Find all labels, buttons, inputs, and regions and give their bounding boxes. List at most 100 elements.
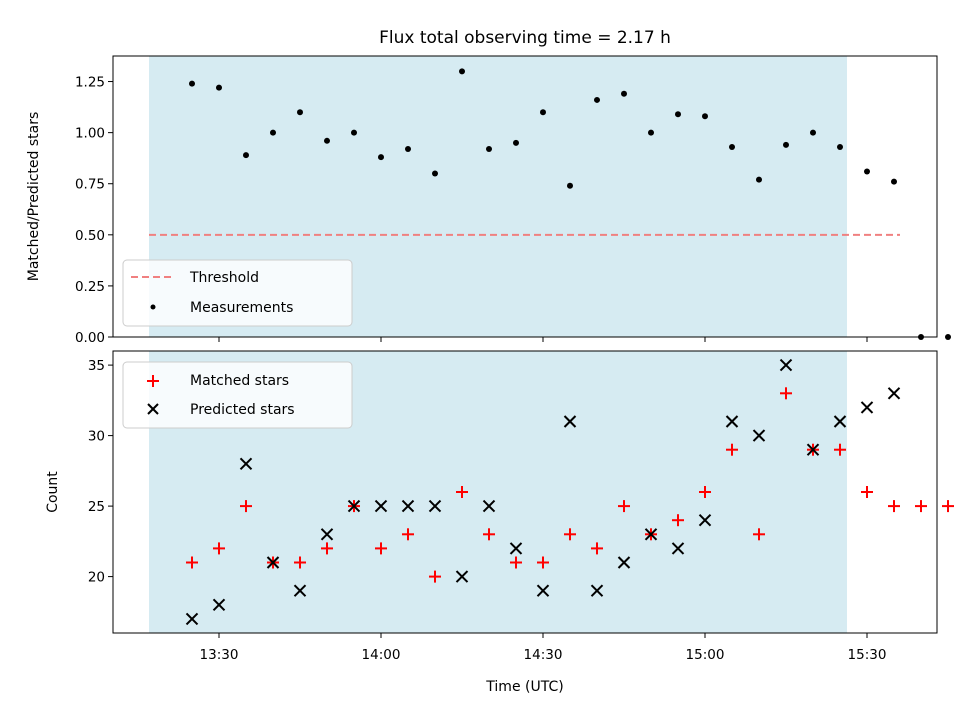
legend-predicted-swatch [147, 403, 159, 415]
bottom-legend: Matched stars Predicted stars [122, 361, 353, 429]
predicted-star-marker [752, 429, 766, 442]
matched-star-marker [375, 542, 387, 555]
top-x-ticks [218, 337, 868, 342]
predicted-star-marker [644, 528, 658, 541]
measurement-point [540, 109, 546, 116]
matched-star-marker [186, 556, 198, 569]
predicted-star-marker [617, 556, 631, 569]
matched-star-marker [294, 556, 306, 569]
predicted-star-marker [347, 499, 361, 513]
measurement-point [351, 129, 357, 136]
top-legend: Threshold Measurements [122, 259, 353, 327]
legend-measurements-swatch [150, 304, 156, 310]
predicted-star-marker [806, 443, 820, 456]
bottom-y-tick-label: 25 [88, 499, 105, 515]
predicted-star-marker [482, 499, 496, 513]
matched-star-marker [456, 486, 468, 498]
predicted-star-marker [320, 528, 334, 541]
matched-star-marker [483, 528, 495, 541]
predicted-star-marker [266, 556, 280, 569]
bottom-y-ticks: 20 25 30 35 [88, 358, 113, 586]
matched-star-marker [834, 443, 846, 456]
predicted-star-marker [698, 513, 712, 527]
matched-star-marker [429, 570, 441, 583]
predicted-star-marker [779, 358, 793, 372]
matched-star-marker [888, 500, 900, 513]
bottom-y-tick-label: 35 [88, 358, 105, 374]
matched-star-marker [861, 486, 873, 498]
predicted-star-marker [833, 415, 847, 428]
bottom-axes-frame [112, 350, 938, 634]
matched-star-marker [537, 556, 549, 569]
top-y-tick-label: 0.25 [75, 279, 105, 295]
measurement-point [297, 109, 303, 116]
predicted-star-marker [185, 612, 199, 626]
x-tick-label: 13:30 [200, 647, 239, 663]
matched-star-marker [618, 500, 630, 513]
measurement-point [567, 182, 573, 189]
matched-star-marker [510, 556, 522, 569]
measurement-point [891, 178, 897, 185]
matched-star-marker [240, 500, 252, 513]
matched-star-marker [213, 542, 225, 555]
measurement-point [783, 141, 789, 148]
matched-star-marker [915, 500, 927, 513]
bottom-panel: 20 25 30 35 13:30 14:00 14:30 15:00 15:30 Count… [45, 350, 954, 695]
matched-star-marker [726, 443, 738, 456]
top-y-tick-label: 0.75 [75, 177, 105, 193]
bottom-y-tick-label: 20 [88, 570, 105, 586]
top-y-tick-label: 1.25 [75, 75, 105, 91]
matched-star-marker [564, 528, 576, 541]
measurement-point [837, 143, 843, 150]
predicted-star-marker [725, 415, 739, 428]
x-tick-label: 15:00 [686, 647, 725, 663]
measurement-point [189, 80, 195, 87]
matched-star-marker [591, 542, 603, 555]
predicted-star-marker [428, 499, 442, 513]
measurement-point [216, 84, 222, 91]
measurement-point [621, 90, 627, 97]
measurement-point [513, 139, 519, 146]
legend-predicted-label: Predicted stars [190, 402, 295, 418]
predicted-star-marker [455, 570, 469, 583]
legend-matched-label: Matched stars [190, 373, 289, 389]
x-tick-label: 15:30 [848, 647, 887, 663]
measurement-point [405, 145, 411, 152]
matched-star-marker [753, 528, 765, 541]
x-tick-label: 14:00 [362, 647, 401, 663]
bottom-y-tick-label: 30 [88, 429, 105, 445]
top-y-ticks: 0.00 0.25 0.50 0.75 1.00 1.25 [75, 75, 113, 346]
predicted-star-marker [374, 499, 388, 513]
legend-matched-swatch [147, 375, 159, 387]
measurement-point [864, 168, 870, 175]
predicted-star-marker [536, 584, 550, 597]
matched-star-marker [942, 500, 954, 513]
measurement-point [594, 96, 600, 103]
predicted-star-marker [671, 542, 685, 555]
predicted-star-marker [212, 598, 226, 612]
top-y-tick-label: 1.00 [75, 126, 105, 142]
predicted-star-marker [239, 457, 253, 471]
measurement-point [243, 152, 249, 159]
matched-star-marker [672, 514, 684, 527]
measurement-point [270, 129, 276, 136]
x-axis-label: Time (UTC) [485, 679, 563, 695]
bottom-x-ticks: 13:30 14:00 14:30 15:00 15:30 [200, 633, 887, 663]
measurement-point [756, 176, 762, 183]
measurement-point [378, 154, 384, 161]
measurement-point [729, 143, 735, 150]
predicted-star-marker [590, 584, 604, 597]
legend-threshold-label: Threshold [189, 270, 259, 286]
measurement-point [324, 137, 330, 144]
matched-star-marker [321, 542, 333, 555]
chart-title: Flux total observing time = 2.17 h [379, 28, 671, 48]
top-y-tick-label: 0.00 [75, 330, 105, 346]
measurement-point [486, 145, 492, 152]
count-points [185, 358, 954, 626]
measurement-point [675, 111, 681, 118]
predicted-star-marker [887, 387, 901, 400]
matched-star-marker [402, 528, 414, 541]
predicted-star-marker [401, 499, 415, 513]
measurement-point [702, 113, 708, 120]
